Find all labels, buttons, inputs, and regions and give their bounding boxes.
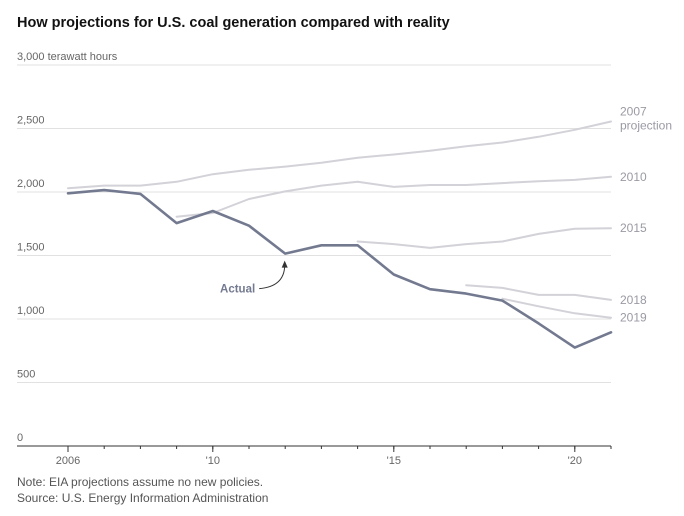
gridlines (17, 64, 611, 383)
series-label-2007-projection-1: 2007 (620, 105, 647, 119)
actual-annotation: Actual (220, 260, 288, 296)
actual-annotation-arrow (259, 265, 286, 290)
x-tick-label-2010: '10 (206, 455, 220, 467)
y-axis: 0 500 1,000 1,500 2,000 2,500 3,000 terawatt h… (17, 51, 118, 444)
y-tick-label-3000: 3,000 terawatt hours (17, 51, 118, 63)
series-line-2007-projection (67, 120, 612, 190)
series-label-2007-projection-2: projection (620, 119, 672, 133)
y-tick-label-0: 0 (17, 432, 23, 444)
y-tick-label-2000: 2,000 (17, 178, 45, 190)
y-tick-label-500: 500 (17, 369, 35, 381)
series-line-2010-projection (175, 175, 612, 218)
series-line-actual (66, 188, 613, 349)
series-line-2018-projection (465, 284, 612, 301)
x-tick-label-2006: 2006 (56, 455, 80, 467)
series-line-2015-projection (356, 227, 612, 249)
series-lines (66, 120, 613, 349)
y-tick-label-1500: 1,500 (17, 242, 45, 254)
x-axis: 2006 '10 '15 '20 (17, 445, 612, 467)
chart-source: Source: U.S. Energy Information Administ… (17, 491, 268, 505)
x-tick-label-2020: '20 (568, 455, 582, 467)
y-tick-label-1000: 1,000 (17, 305, 45, 317)
chart-note: Note: EIA projections assume no new poli… (17, 475, 263, 489)
series-label-2010-projection: 2010 (620, 170, 647, 184)
chart-title: How projections for U.S. coal generation… (17, 15, 450, 31)
series-label-2019-projection: 2019 (620, 311, 647, 325)
actual-annotation-arrowhead (281, 260, 288, 268)
series-label-2018-projection: 2018 (620, 293, 647, 307)
x-tick-label-2015: '15 (387, 455, 401, 467)
series-label-2015-projection: 2015 (620, 221, 647, 235)
actual-annotation-label: Actual (220, 284, 255, 296)
series-line-2019-projection (501, 297, 612, 319)
y-tick-label-2500: 2,500 (17, 115, 45, 127)
